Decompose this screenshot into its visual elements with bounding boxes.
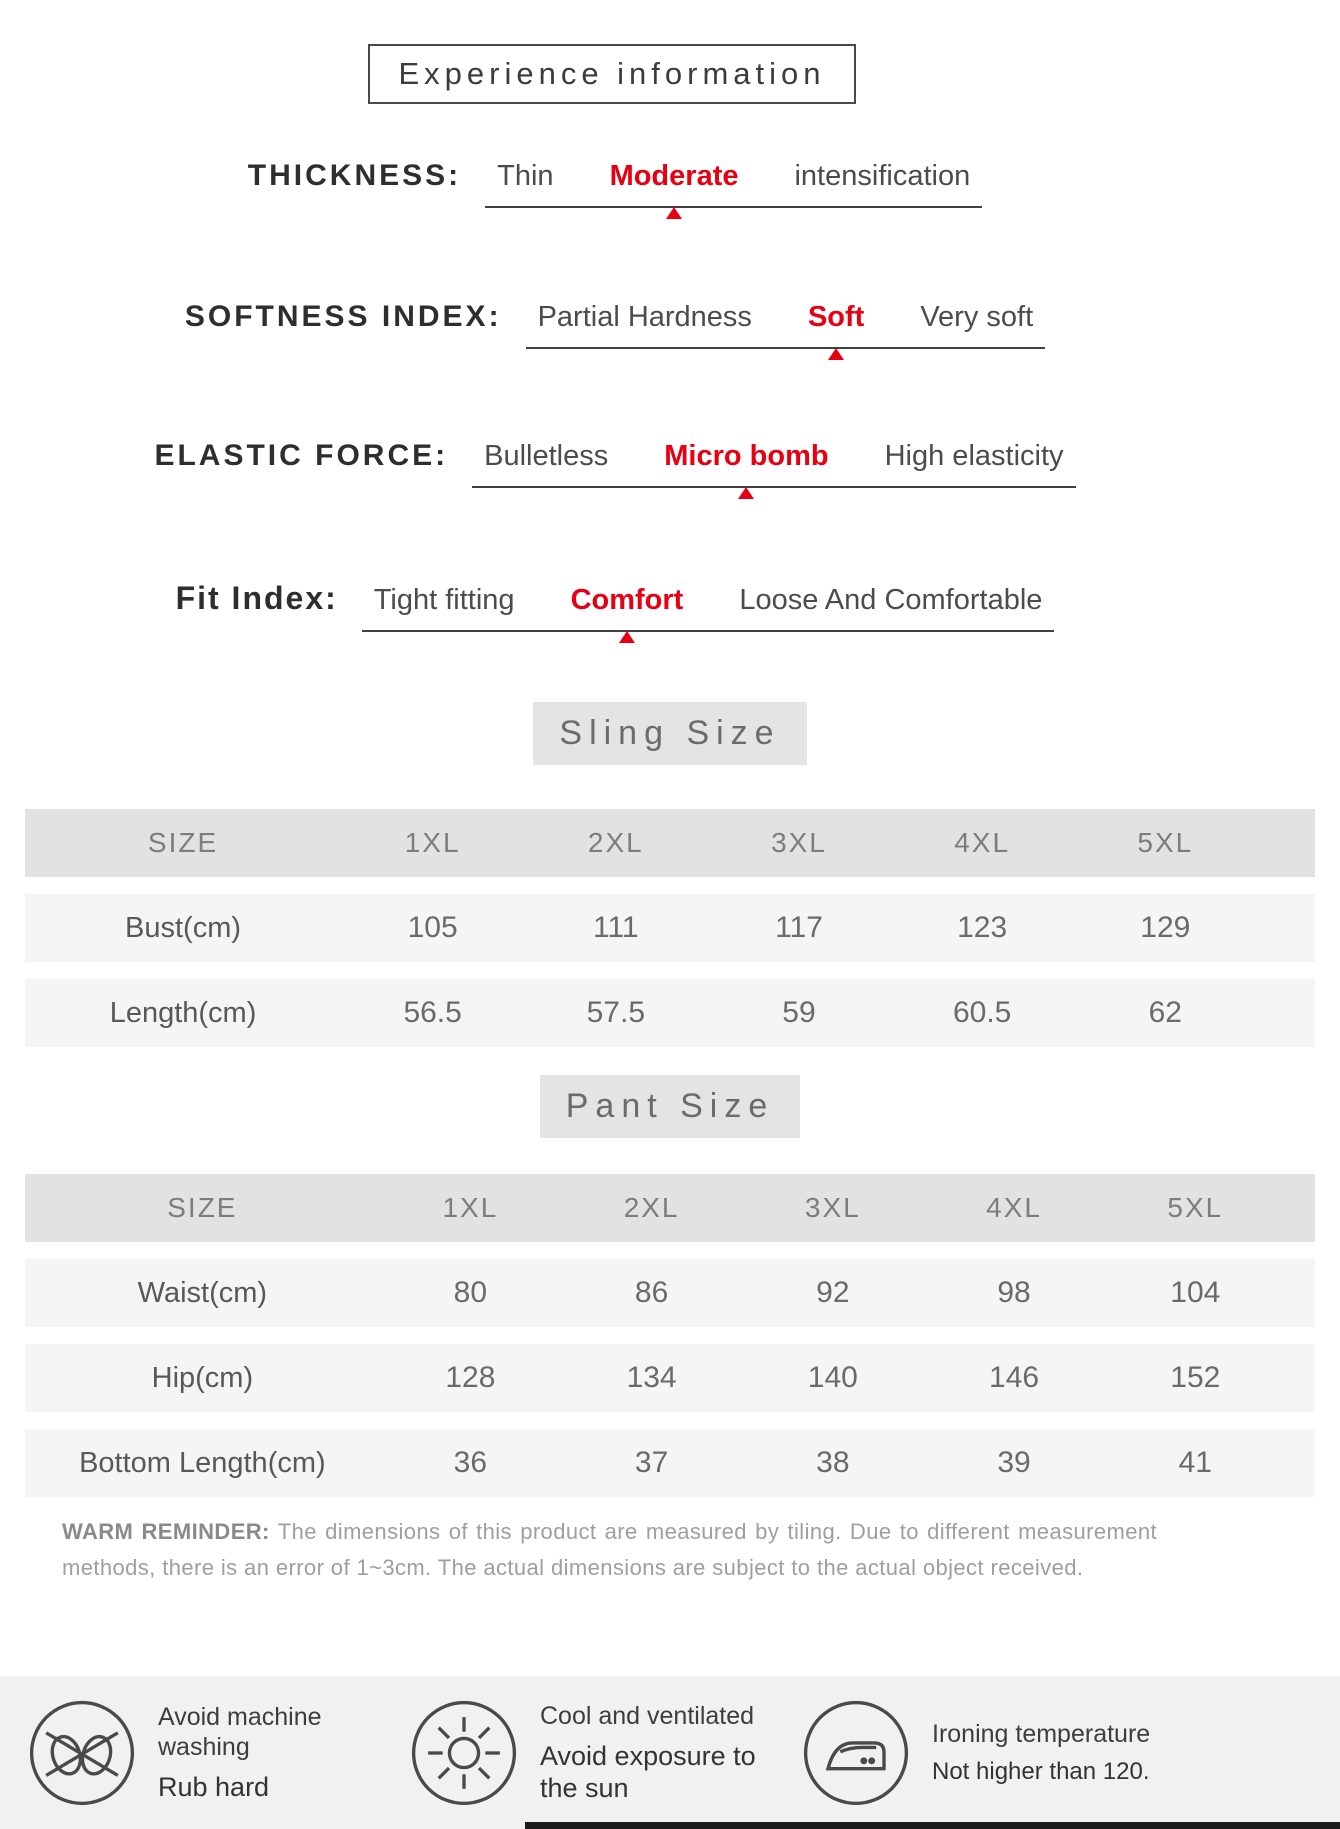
option-moderate: Moderate <box>609 160 739 192</box>
cell: 104 <box>1170 1276 1221 1309</box>
softness-scale: Partial Hardness Soft Very soft <box>525 301 1046 349</box>
column-header-1xl: 1XL <box>442 1192 499 1223</box>
care-line: Avoid exposure to the sun <box>540 1740 756 1803</box>
care-line: Rub hard <box>158 1771 270 1802</box>
cell: 146 <box>989 1361 1040 1394</box>
care-group-ironing: Ironing temperature Not higher than 120. <box>800 1697 1324 1809</box>
care-text: Ironing temperature Not higher than 120. <box>932 1719 1182 1787</box>
column-header-size: SIZE <box>147 827 219 858</box>
column-header-size: SIZE <box>167 1192 238 1223</box>
care-line: Avoid machine washing <box>158 1702 322 1761</box>
sling-header-row: SIZE 1XL 2XL 3XL 4XL 5XL <box>25 809 1315 877</box>
cell: 92 <box>816 1276 850 1309</box>
option-loose-and-comfortable: Loose And Comfortable <box>739 584 1043 616</box>
fit-index-label: Fit Index: <box>175 580 338 616</box>
bottom-length-row: Bottom Length(cm) 36 37 38 39 41 <box>25 1429 1315 1497</box>
cell: 39 <box>997 1446 1031 1479</box>
care-line: Cool and ventilated <box>540 1701 755 1730</box>
column-header-5xl: 5XL <box>1137 827 1194 858</box>
cell: 152 <box>1170 1361 1221 1394</box>
cell: 86 <box>634 1276 669 1309</box>
row-label: Length(cm) <box>109 996 257 1029</box>
cell: 56.5 <box>403 996 462 1029</box>
hip-row: Hip(cm) 128 134 140 146 152 <box>25 1344 1315 1412</box>
thickness-label: THICKNESS: <box>247 159 462 192</box>
cell: 38 <box>816 1446 850 1479</box>
cell: 128 <box>445 1361 496 1394</box>
option-very-soft: Very soft <box>920 301 1034 333</box>
option-tight-fitting: Tight fitting <box>373 584 515 616</box>
care-line: Not higher than 120. <box>932 1757 1150 1785</box>
cell: 111 <box>593 911 639 944</box>
row-label: Waist(cm) <box>137 1276 268 1309</box>
column-header-3xl: 3XL <box>771 827 827 858</box>
row-label: Hip(cm) <box>151 1361 254 1394</box>
waist-row: Waist(cm) 80 86 92 98 104 <box>25 1259 1315 1327</box>
cell: 62 <box>1148 996 1182 1029</box>
fit-index-scale: Tight fitting Comfort Loose And Comforta… <box>361 584 1055 632</box>
care-line: Ironing temperature <box>932 1719 1151 1748</box>
care-text: Avoid machine washing Rub hard <box>158 1702 396 1803</box>
column-header-2xl: 2XL <box>587 827 644 858</box>
option-thin: Thin <box>497 160 554 192</box>
next-section-edge <box>525 1822 1340 1829</box>
warm-reminder: WARM REMINDER: The dimensions of this pro… <box>62 1514 1157 1586</box>
row-label: Bust(cm) <box>125 911 242 944</box>
column-header-4xl: 4XL <box>986 1192 1042 1223</box>
cell: 123 <box>957 911 1008 944</box>
column-header-2xl: 2XL <box>623 1192 680 1223</box>
cell: 117 <box>775 911 823 944</box>
sling-size-table: SIZE 1XL 2XL 3XL 4XL 5XL Bust(cm) 105 11… <box>25 809 1315 1047</box>
spec-row-thickness: THICKNESS: Thin Moderate intensification <box>0 159 1285 208</box>
cell: 57.5 <box>586 996 645 1029</box>
pant-header-row: SIZE 1XL 2XL 3XL 4XL 5XL <box>25 1174 1315 1242</box>
thickness-scale: Thin Moderate intensification <box>485 160 983 208</box>
cell: 98 <box>997 1276 1031 1309</box>
warm-reminder-text: The dimensions of this product are measu… <box>62 1519 1157 1581</box>
elastic-force-label: ELASTIC FORCE: <box>154 439 449 472</box>
column-header-4xl: 4XL <box>954 827 1011 858</box>
pant-size-table: SIZE 1XL 2XL 3XL 4XL 5XL Waist(cm) 80 86… <box>25 1174 1315 1497</box>
softness-label: SOFTNESS INDEX: <box>184 300 502 333</box>
no-wring-icon <box>26 1697 138 1809</box>
spec-row-softness: SOFTNESS INDEX: Partial Hardness Soft Ve… <box>0 300 1285 349</box>
care-text: Cool and ventilated Avoid exposure to th… <box>540 1701 800 1805</box>
row-label: Bottom Length(cm) <box>79 1446 326 1479</box>
cell: 129 <box>1140 911 1191 944</box>
spec-row-fit-index: Fit Index: Tight fitting Comfort Loose A… <box>0 580 1285 632</box>
column-header-5xl: 5XL <box>1167 1192 1224 1223</box>
care-group-drying: Cool and ventilated Avoid exposure to th… <box>408 1697 800 1809</box>
option-micro-bomb: Micro bomb <box>664 440 829 472</box>
spec-row-elastic-force: ELASTIC FORCE: Bulletless Micro bomb Hig… <box>0 439 1285 488</box>
option-comfort: Comfort <box>570 584 684 616</box>
cell: 37 <box>634 1446 669 1479</box>
cell: 105 <box>407 911 458 944</box>
option-bulletless: Bulletless <box>484 440 609 472</box>
care-group-washing: Avoid machine washing Rub hard <box>26 1697 408 1809</box>
option-soft: Soft <box>807 301 865 333</box>
elastic-force-scale: Bulletless Micro bomb High elasticity <box>472 440 1076 488</box>
no-sun-icon <box>408 1697 520 1809</box>
cell: 134 <box>626 1361 677 1394</box>
bust-row: Bust(cm) 105 111 117 123 129 <box>25 894 1315 962</box>
column-header-3xl: 3XL <box>804 1192 861 1223</box>
option-high-elasticity: High elasticity <box>884 440 1064 472</box>
cell: 59 <box>782 996 816 1029</box>
option-partial-hardness: Partial Hardness <box>537 301 752 333</box>
iron-icon <box>800 1697 912 1809</box>
column-header-1xl: 1XL <box>404 827 461 858</box>
cell: 41 <box>1178 1446 1212 1479</box>
warm-reminder-prefix: WARM REMINDER: <box>62 1519 270 1544</box>
length-row: Length(cm) 56.5 57.5 59 60.5 62 <box>25 979 1315 1047</box>
pant-size-heading: Pant Size <box>539 1075 801 1138</box>
cell: 80 <box>453 1276 488 1309</box>
cell: 36 <box>453 1446 488 1479</box>
page-title: Experience information <box>368 44 856 104</box>
option-intensification: intensification <box>794 160 971 192</box>
care-instructions-panel: Avoid machine washing Rub hard <box>0 1676 1340 1829</box>
cell: 140 <box>807 1361 858 1394</box>
product-experience-info-page: Experience information THICKNESS: Thin M… <box>0 44 1340 1829</box>
sling-size-heading: Sling Size <box>533 702 807 765</box>
cell: 60.5 <box>952 996 1012 1029</box>
